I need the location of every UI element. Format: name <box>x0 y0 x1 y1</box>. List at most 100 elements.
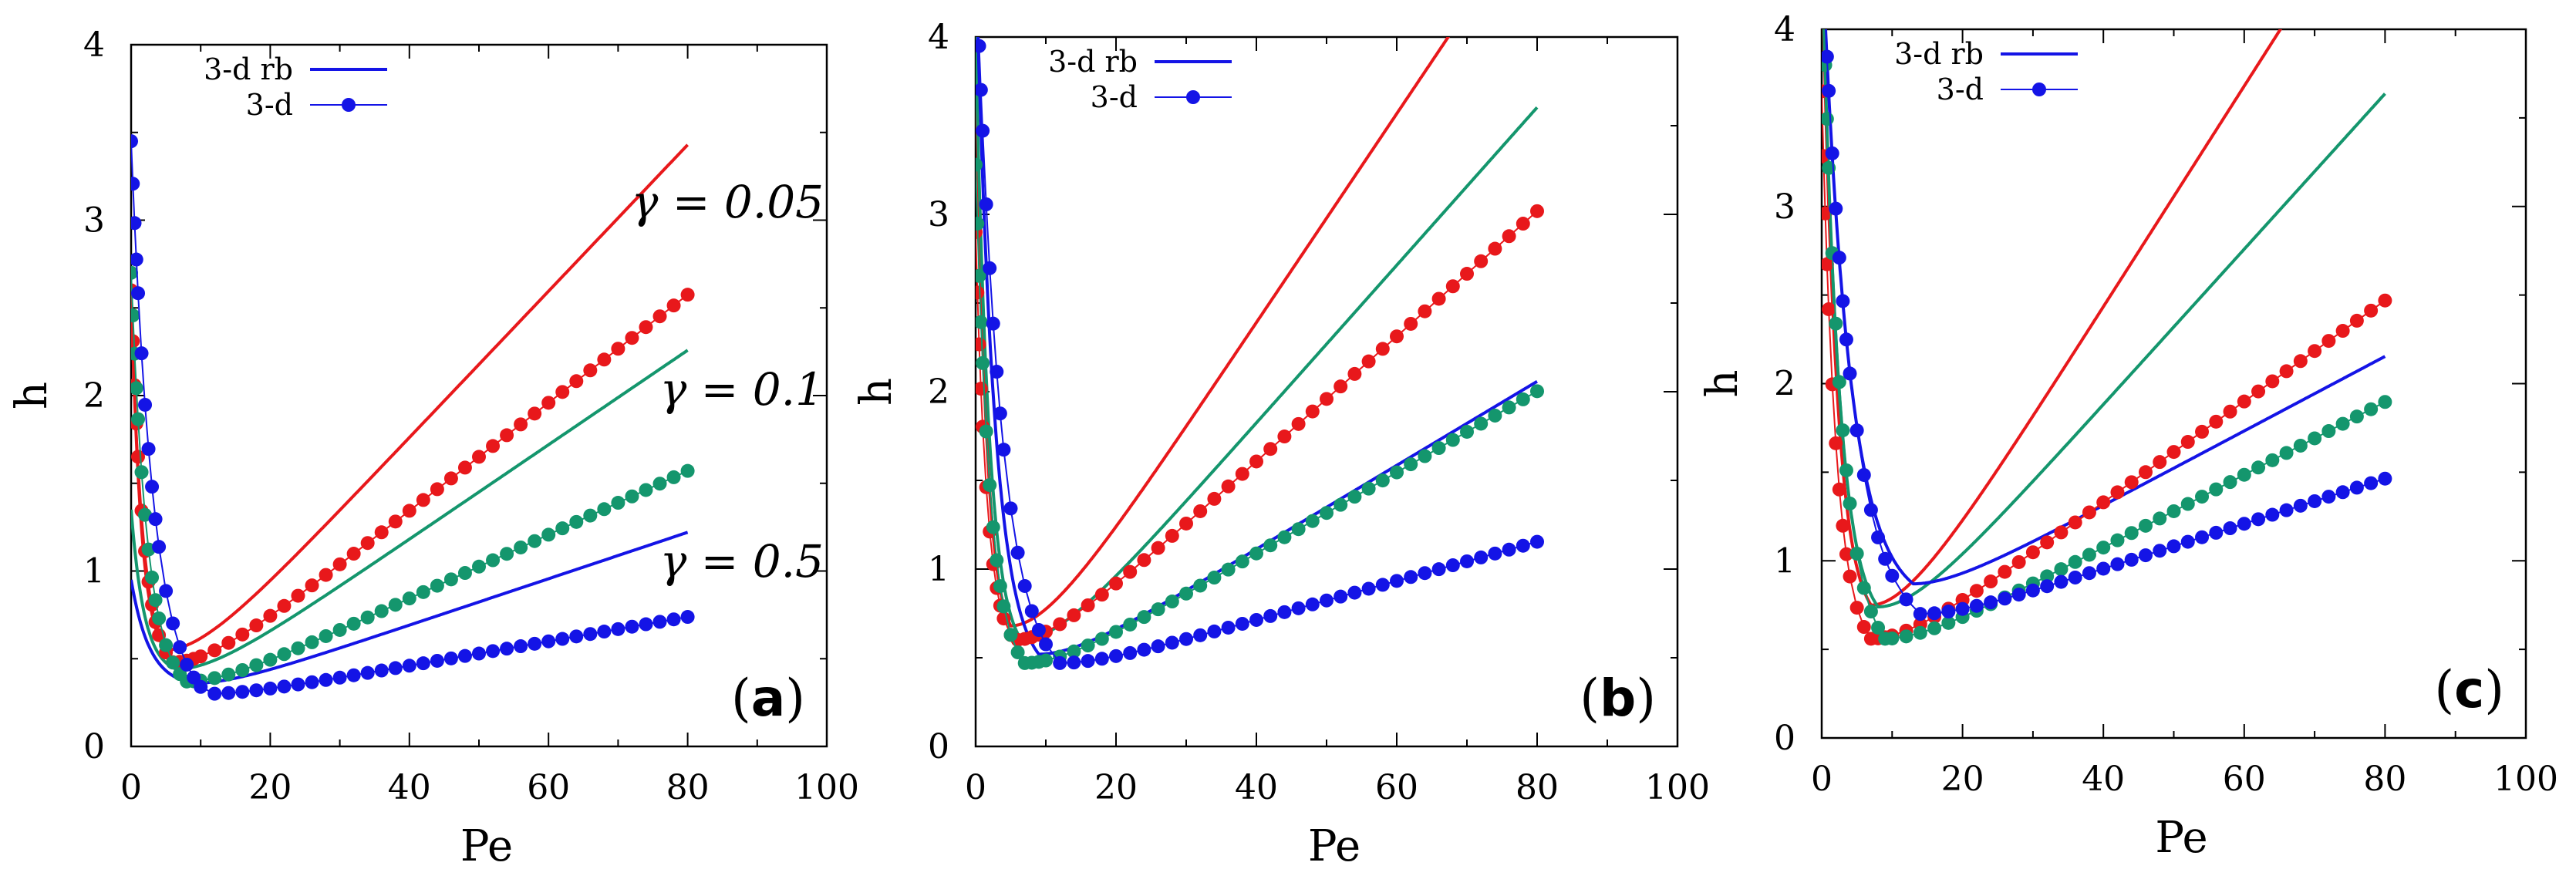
data-point <box>569 629 584 644</box>
data-point <box>221 686 236 700</box>
panel-label-close: ) <box>2484 660 2504 719</box>
y-tick-label: 1 <box>1774 541 1795 581</box>
data-point <box>249 618 264 633</box>
series-markers-red-gamma-0.05 <box>131 283 695 669</box>
series-connector <box>976 164 1538 664</box>
x-tick-label: 20 <box>1941 760 1984 799</box>
data-point <box>1390 574 1404 588</box>
data-point <box>1899 629 1913 644</box>
data-point <box>457 460 472 475</box>
data-point <box>2321 490 2336 504</box>
data-point <box>2223 475 2237 490</box>
data-point <box>2335 324 2350 339</box>
data-point <box>2096 495 2111 510</box>
data-point <box>1010 545 1025 560</box>
data-point <box>2166 445 2181 460</box>
data-point <box>979 197 993 212</box>
data-point <box>1137 610 1151 625</box>
data-point <box>1969 584 1984 598</box>
data-point <box>983 478 997 493</box>
data-point <box>457 648 472 663</box>
data-point <box>346 616 361 631</box>
x-tick-label: 80 <box>2363 760 2406 799</box>
data-point <box>2349 409 2364 424</box>
data-point <box>652 309 667 324</box>
data-point <box>1984 595 1998 610</box>
data-point <box>1017 578 1032 593</box>
data-point <box>1067 644 1081 659</box>
data-point <box>1839 332 1853 347</box>
series-markers-green-gamma-0.1 <box>976 157 1544 670</box>
data-point <box>611 342 625 356</box>
data-point <box>1109 625 1123 639</box>
data-point <box>2054 525 2069 540</box>
data-point <box>221 635 236 650</box>
x-axis-label: Pe <box>460 821 513 871</box>
data-point <box>2082 566 2096 581</box>
data-point <box>1418 449 1432 463</box>
data-point <box>976 83 988 97</box>
data-point <box>1193 504 1208 518</box>
data-point <box>611 496 625 510</box>
data-point <box>1320 593 1334 608</box>
data-point <box>374 525 389 540</box>
x-tick-label: 40 <box>2082 760 2125 799</box>
data-point <box>249 683 264 698</box>
series-connector <box>131 272 689 682</box>
data-point <box>1179 586 1193 601</box>
data-point <box>666 470 681 484</box>
data-point <box>1165 595 1179 609</box>
data-point <box>1885 631 1900 645</box>
data-point <box>291 588 305 603</box>
data-point <box>1347 366 1362 381</box>
data-point <box>1291 522 1306 537</box>
data-point <box>1094 652 1109 666</box>
data-point <box>1024 604 1039 618</box>
data-point <box>486 553 501 568</box>
data-point <box>2308 494 2322 508</box>
data-point <box>1832 482 1846 497</box>
data-point <box>1530 384 1544 399</box>
data-point <box>180 657 194 672</box>
data-point <box>1003 501 1018 516</box>
x-tick-label: 0 <box>965 768 986 807</box>
data-point <box>1404 457 1418 472</box>
plot-frame <box>974 35 1679 748</box>
data-point <box>1235 616 1249 631</box>
x-tick-label: 0 <box>120 768 142 807</box>
gamma-annotation: γ = 0.05 <box>632 176 824 228</box>
data-point <box>1488 546 1502 561</box>
data-point <box>134 465 149 480</box>
data-point <box>416 493 430 507</box>
data-point <box>1530 204 1544 218</box>
data-point <box>2011 588 2026 602</box>
y-tick-label: 2 <box>83 376 105 416</box>
data-point <box>2335 416 2350 431</box>
data-point <box>207 686 222 701</box>
x-tick-label: 80 <box>1516 768 1559 807</box>
data-point <box>583 508 598 523</box>
data-point <box>541 527 556 542</box>
y-tick-label: 2 <box>928 372 949 412</box>
data-point <box>1010 645 1025 659</box>
data-point <box>131 177 140 191</box>
data-point <box>134 346 149 361</box>
data-point <box>1822 83 1836 98</box>
panel-label-close: ) <box>785 669 805 728</box>
data-point <box>1418 566 1432 581</box>
data-point <box>1445 279 1460 294</box>
legend-label-line: 3-d rb <box>204 52 293 86</box>
y-tick-label: 2 <box>1774 365 1795 404</box>
data-point <box>1291 601 1306 615</box>
data-point <box>1530 534 1544 549</box>
data-point <box>402 591 416 606</box>
data-point <box>2251 460 2266 475</box>
plot-frame <box>1820 28 2527 739</box>
y-tick-label: 4 <box>1774 10 1795 49</box>
data-point <box>2378 395 2392 409</box>
data-point <box>2166 539 2181 554</box>
data-point <box>625 489 639 504</box>
data-point <box>2025 545 2040 560</box>
data-point <box>1899 592 1913 607</box>
